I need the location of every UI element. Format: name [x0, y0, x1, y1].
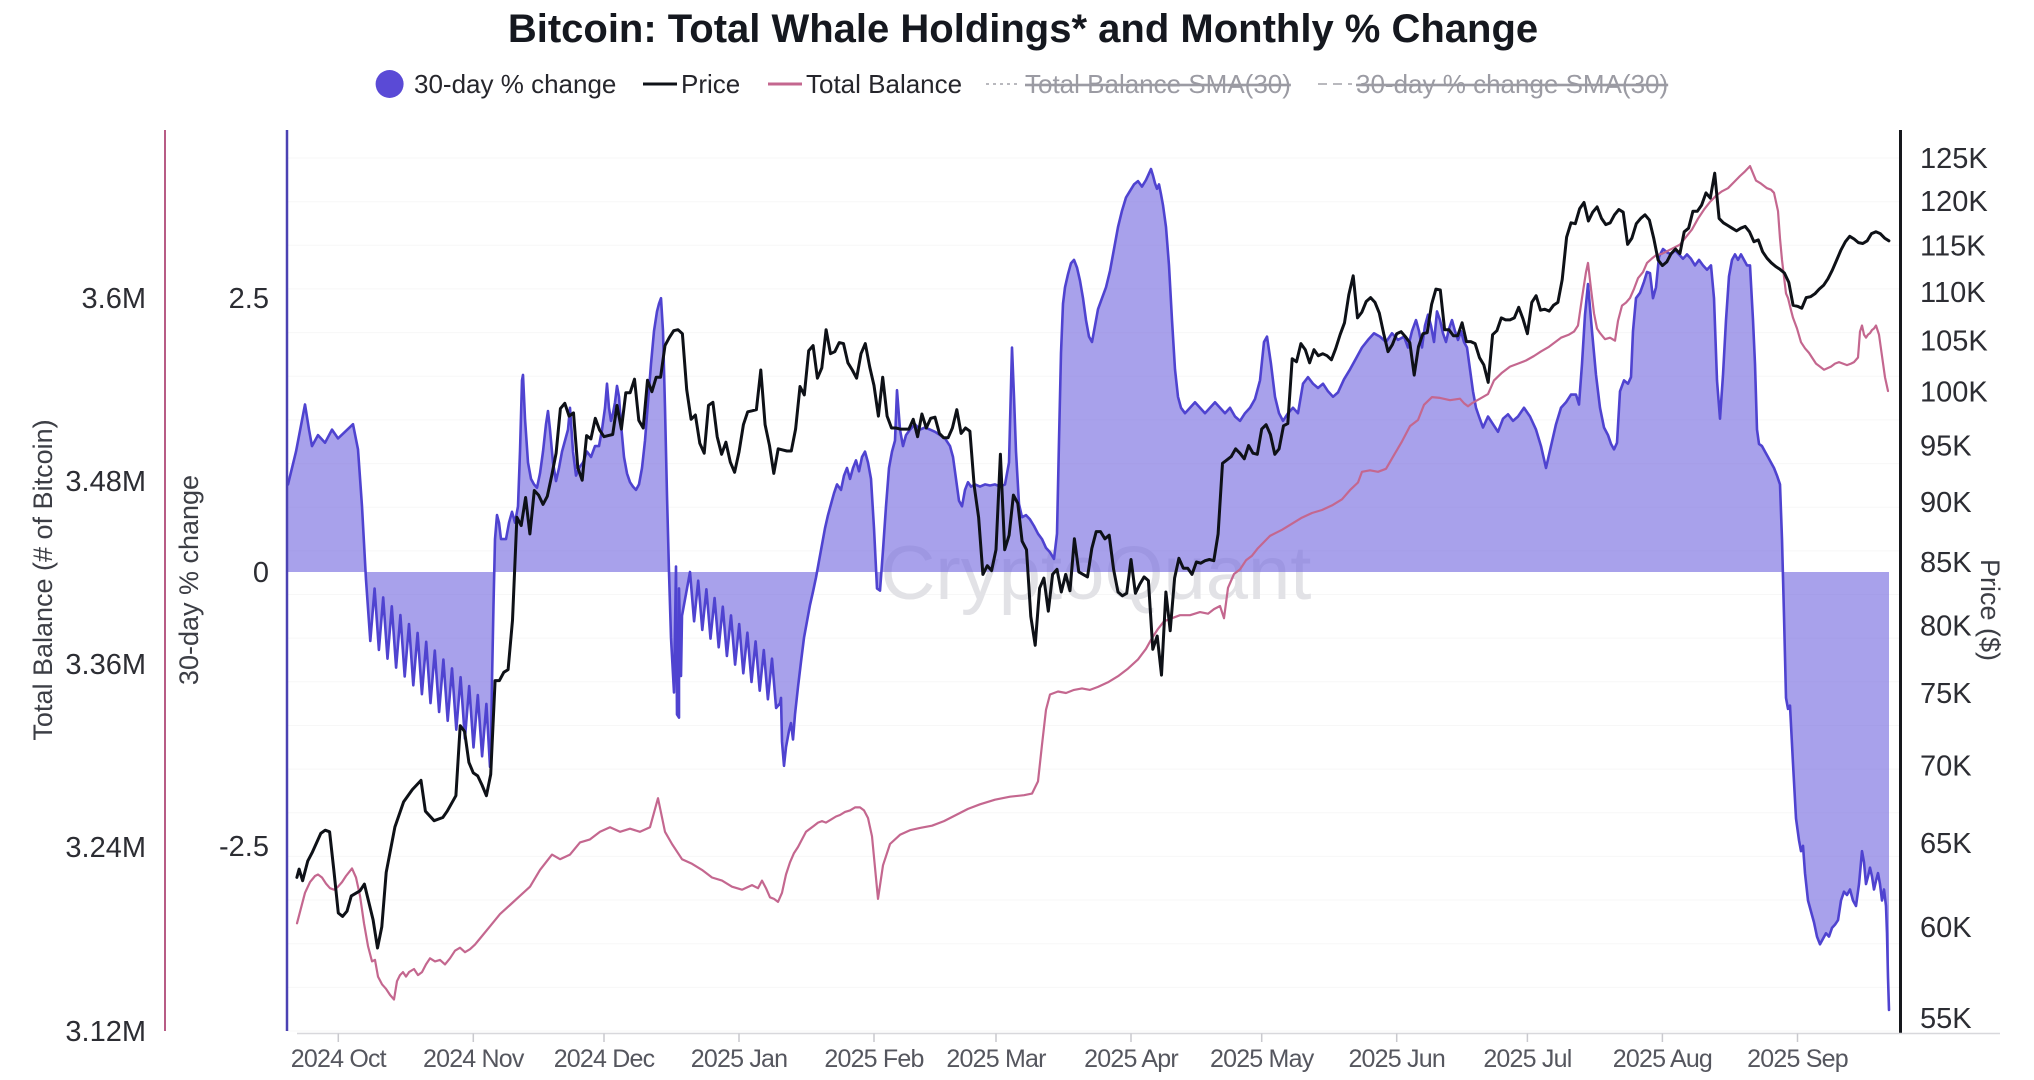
- svg-text:0: 0: [253, 557, 269, 589]
- svg-text:115K: 115K: [1920, 230, 1986, 262]
- svg-text:3.12M: 3.12M: [65, 1016, 146, 1048]
- svg-text:30-day % change SMA(30): 30-day % change SMA(30): [1356, 69, 1668, 99]
- svg-text:3.36M: 3.36M: [65, 649, 146, 681]
- svg-text:-2.5: -2.5: [219, 831, 269, 863]
- svg-text:105K: 105K: [1920, 326, 1988, 358]
- svg-text:2025 May: 2025 May: [1210, 1045, 1315, 1073]
- svg-text:2024 Oct: 2024 Oct: [291, 1045, 387, 1073]
- svg-text:90K: 90K: [1920, 487, 1972, 519]
- svg-text:2025 Apr: 2025 Apr: [1084, 1045, 1178, 1073]
- svg-text:2025 Jan: 2025 Jan: [691, 1045, 787, 1073]
- svg-text:80K: 80K: [1920, 611, 1972, 643]
- svg-text:75K: 75K: [1920, 678, 1972, 710]
- svg-text:110K: 110K: [1920, 277, 1986, 309]
- svg-text:55K: 55K: [1920, 1003, 1972, 1035]
- svg-text:125K: 125K: [1920, 143, 1988, 175]
- svg-text:Total Balance SMA(30): Total Balance SMA(30): [1025, 69, 1291, 99]
- svg-text:30-day % change: 30-day % change: [174, 475, 204, 685]
- svg-text:2024 Nov: 2024 Nov: [423, 1045, 525, 1073]
- svg-text:2025 Mar: 2025 Mar: [946, 1045, 1046, 1073]
- svg-text:Price ($): Price ($): [1975, 559, 2005, 661]
- svg-text:100K: 100K: [1920, 377, 1988, 409]
- svg-text:2024 Dec: 2024 Dec: [554, 1045, 655, 1073]
- svg-text:2025 Jun: 2025 Jun: [1348, 1045, 1444, 1073]
- svg-text:30-day % change: 30-day % change: [414, 69, 616, 99]
- svg-text:95K: 95K: [1920, 431, 1972, 463]
- svg-text:Total Balance: Total Balance: [806, 69, 962, 99]
- svg-text:3.6M: 3.6M: [82, 283, 146, 315]
- svg-text:60K: 60K: [1920, 912, 1972, 944]
- svg-text:2025 Jul: 2025 Jul: [1483, 1045, 1571, 1073]
- svg-text:70K: 70K: [1920, 750, 1972, 782]
- svg-text:3.48M: 3.48M: [65, 466, 146, 498]
- svg-text:Price: Price: [681, 69, 740, 99]
- svg-text:3.24M: 3.24M: [65, 832, 146, 864]
- svg-text:2025 Aug: 2025 Aug: [1613, 1045, 1712, 1073]
- svg-text:65K: 65K: [1920, 828, 1972, 860]
- svg-text:2025 Sep: 2025 Sep: [1747, 1045, 1848, 1073]
- svg-text:2025 Feb: 2025 Feb: [824, 1045, 923, 1073]
- svg-text:85K: 85K: [1920, 547, 1972, 579]
- svg-text:Bitcoin: Total Whale Holdings*: Bitcoin: Total Whale Holdings* and Month…: [508, 7, 1538, 51]
- svg-text:2.5: 2.5: [229, 283, 269, 315]
- svg-text:120K: 120K: [1920, 186, 1988, 218]
- svg-text:Total Balance (# of Bitcoin): Total Balance (# of Bitcoin): [28, 419, 58, 740]
